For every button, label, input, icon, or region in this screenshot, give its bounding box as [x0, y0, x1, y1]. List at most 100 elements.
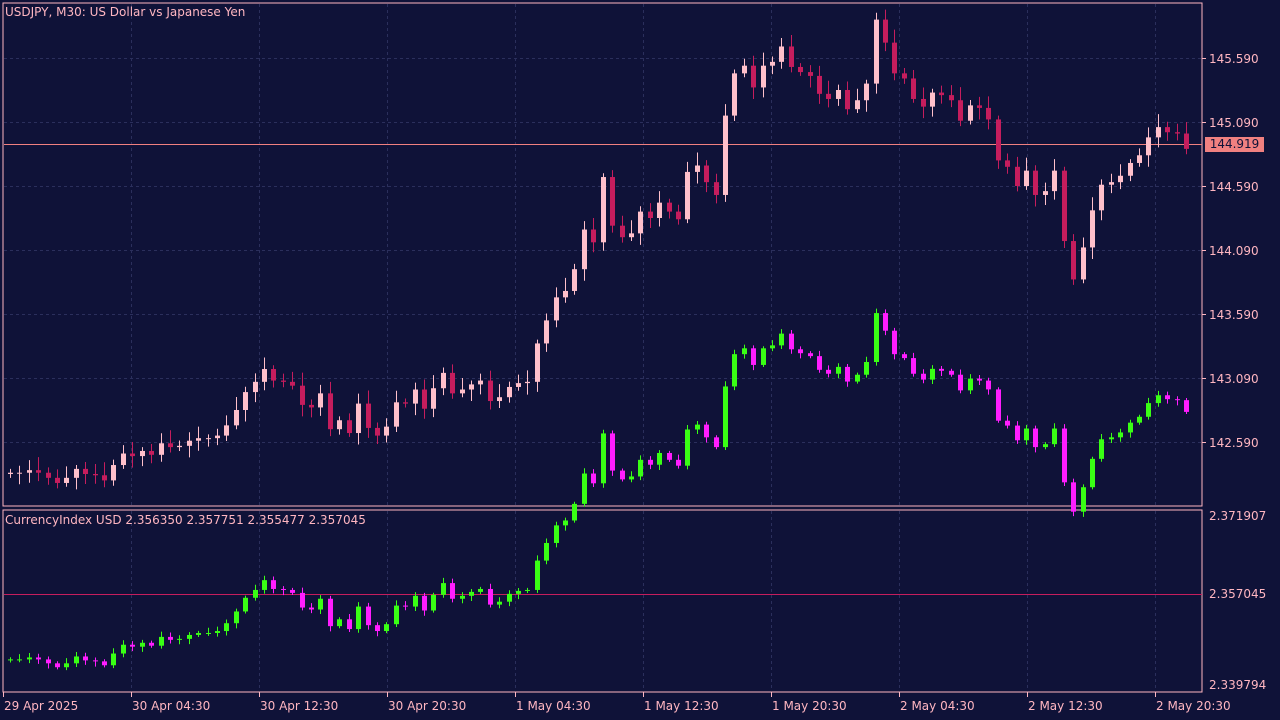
candle-body	[864, 83, 869, 101]
candle-body	[111, 465, 116, 481]
candle-body	[1033, 170, 1038, 195]
candle-body	[394, 402, 399, 427]
candle-body	[130, 453, 135, 457]
candle-body	[836, 90, 841, 99]
candle-body	[413, 389, 418, 404]
indicator-body	[1071, 482, 1076, 512]
candle-body	[996, 119, 1001, 161]
candle-body	[874, 19, 879, 84]
indicator-body	[177, 638, 182, 640]
indicator-body	[958, 374, 963, 391]
indicator-body	[196, 632, 201, 635]
indicator-body	[375, 625, 380, 632]
indicator-body	[1024, 428, 1029, 441]
candle-body	[8, 472, 13, 474]
indicator-body	[83, 656, 88, 661]
candle-body	[826, 93, 831, 99]
candle-body	[431, 388, 436, 409]
indicator-body	[977, 378, 982, 381]
indicator-body	[1099, 439, 1104, 459]
indicator-body	[507, 593, 512, 602]
candle-body	[159, 443, 164, 455]
indicator-body	[102, 661, 107, 666]
indicator-body	[215, 631, 220, 633]
indicator-body	[394, 605, 399, 625]
candle-body	[667, 202, 672, 212]
candle-body	[676, 211, 681, 220]
candle-body	[1024, 170, 1029, 186]
indicator-body	[1165, 395, 1170, 400]
indicator-body	[544, 542, 549, 561]
candle-body	[817, 75, 822, 94]
candle-body	[1146, 137, 1151, 156]
candle-body	[1052, 170, 1057, 192]
indicator-body	[55, 663, 60, 668]
candle-body	[262, 369, 267, 382]
indicator-body	[422, 595, 427, 611]
candle-body	[478, 380, 483, 385]
indicator-body	[648, 459, 653, 465]
indicator-frame	[2, 509, 1203, 693]
candle-body	[525, 381, 530, 384]
indicator-body	[347, 619, 352, 630]
time-label: 30 Apr 20:30	[388, 699, 467, 713]
indicator-top-label: 2.371907	[1209, 509, 1267, 523]
chart-title: USDJPY, M30: US Dollar vs Japanese Yen	[5, 5, 246, 19]
candle-body	[234, 410, 239, 426]
indicator-body	[93, 660, 98, 662]
indicator-body	[168, 636, 173, 640]
indicator-body	[8, 659, 13, 661]
candle-body	[64, 477, 69, 483]
candle-body	[384, 426, 389, 436]
indicator-body	[337, 619, 342, 627]
indicator-body	[1156, 395, 1161, 404]
indicator-body	[761, 348, 766, 365]
indicator-body	[1137, 416, 1142, 423]
candle-body	[27, 470, 32, 473]
candle-body	[469, 384, 474, 390]
candle-body	[657, 202, 662, 218]
candle-body	[1099, 184, 1104, 211]
candle-body	[883, 19, 888, 43]
candle-body	[902, 73, 907, 79]
indicator-body	[403, 605, 408, 607]
indicator-body	[413, 595, 418, 607]
indicator-body	[328, 598, 333, 627]
candle-body	[968, 105, 973, 121]
candle-body	[450, 372, 455, 394]
candle-body	[177, 445, 182, 448]
candle-body	[243, 392, 248, 410]
indicator-body	[723, 386, 728, 448]
candle-body	[366, 403, 371, 428]
candle-body	[977, 105, 982, 108]
indicator-body	[751, 348, 756, 365]
candle-body	[563, 290, 568, 298]
indicator-body	[469, 591, 474, 596]
indicator-body	[187, 634, 192, 639]
indicator-body	[817, 356, 822, 370]
candle-body	[638, 211, 643, 234]
indicator-body	[1043, 444, 1048, 448]
candle-body	[761, 65, 766, 88]
candle-body	[149, 450, 154, 455]
candle-body	[939, 92, 944, 96]
candle-body	[140, 450, 145, 457]
candle-body	[215, 435, 220, 439]
candle-body	[1090, 210, 1095, 248]
indicator-body	[826, 369, 831, 374]
candle-body	[845, 90, 850, 110]
candle-body	[695, 165, 700, 172]
indicator-body	[224, 623, 229, 632]
time-label: 1 May 12:30	[644, 699, 719, 713]
indicator-body	[789, 333, 794, 350]
candle-body	[572, 269, 577, 291]
indicator-body	[676, 459, 681, 466]
indicator-body	[318, 598, 323, 610]
indicator-body	[695, 424, 700, 430]
candle-body	[958, 100, 963, 121]
indicator-body	[601, 433, 606, 484]
indicator-body	[525, 589, 530, 591]
indicator-body	[450, 583, 455, 599]
